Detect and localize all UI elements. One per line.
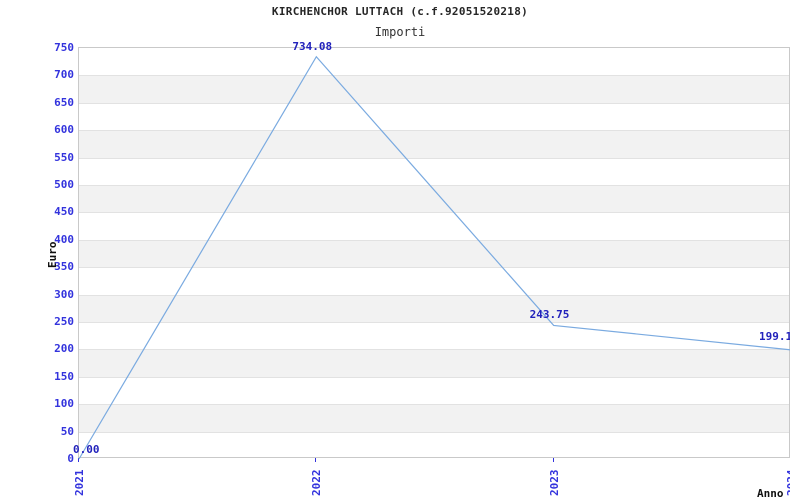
plot-band <box>79 349 789 377</box>
y-axis-tick-label: 200 <box>54 342 74 356</box>
plot-band <box>79 75 789 103</box>
x-axis-tick-label: 2022 <box>310 469 324 497</box>
gridline <box>79 322 789 323</box>
gridline <box>79 157 789 159</box>
gridline <box>79 376 789 378</box>
y-axis-tick-label: 0 <box>67 452 74 465</box>
y-axis-tick-label: 100 <box>54 397 74 411</box>
gridline <box>79 75 789 77</box>
plot-band <box>79 404 789 432</box>
y-axis-tick-label: 400 <box>54 232 74 246</box>
y-axis-tick-label: 350 <box>54 260 74 274</box>
y-axis-tick-label: 650 <box>54 95 74 109</box>
y-axis-tick-label: 500 <box>54 178 74 191</box>
gridline <box>79 349 789 351</box>
y-axis-tick-label: 150 <box>54 369 74 383</box>
data-point-label: 199.1 <box>759 329 793 343</box>
chart-subtitle: Importi <box>374 25 426 39</box>
x-axis-tick-label: 2023 <box>547 469 561 497</box>
y-axis-tick-label: 450 <box>54 205 74 219</box>
data-point-label: 734.08 <box>292 39 333 53</box>
series-polyline <box>78 55 792 460</box>
gridline <box>79 404 789 406</box>
y-axis-tick-label: 550 <box>54 150 74 164</box>
x-axis-title: Anno <box>757 487 784 500</box>
chart-title: KIRCHENCHOR LUTTACH (c.f.92051520218) <box>271 5 529 18</box>
y-axis-tick-label: 50 <box>60 424 74 438</box>
y-axis-tick-label: 250 <box>54 315 74 328</box>
plot-band <box>79 239 789 268</box>
gridline <box>79 267 789 269</box>
x-axis-tick-mark <box>78 458 79 462</box>
gridline <box>79 130 789 132</box>
x-axis-tick-mark <box>552 458 554 462</box>
gridline <box>79 294 789 296</box>
data-point-label: 0.00 <box>73 443 100 456</box>
plot-area: 0.00 734.08 243.75 199.1 <box>73 41 793 460</box>
gridline <box>79 212 789 214</box>
gridline <box>79 185 789 186</box>
x-axis-tick-mark <box>315 458 317 462</box>
gridline <box>79 431 789 433</box>
plot-band <box>79 294 789 322</box>
gridline <box>79 102 789 104</box>
gridline <box>79 239 789 241</box>
plot-band <box>79 130 789 158</box>
x-axis-tick-label: 2021 <box>73 469 86 497</box>
y-axis-tick-label: 300 <box>54 287 74 301</box>
y-axis-tick-label: 700 <box>54 68 74 82</box>
right-edge-clip <box>790 0 800 500</box>
y-axis-tick-label: 750 <box>54 41 74 54</box>
series-line-chart <box>78 55 792 460</box>
data-point-label: 243.75 <box>529 308 570 322</box>
y-axis-tick-label: 600 <box>54 123 74 137</box>
